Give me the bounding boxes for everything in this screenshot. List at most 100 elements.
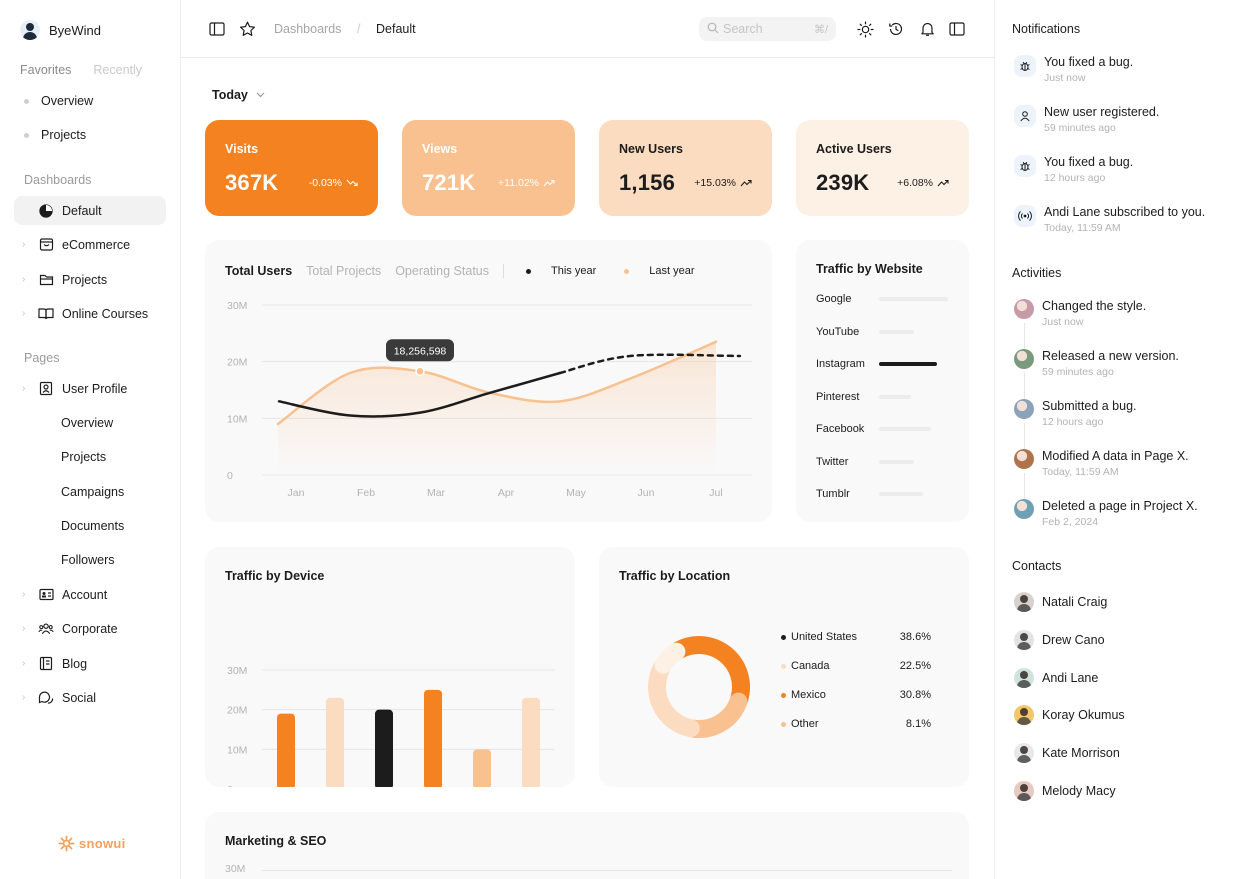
sidebar-item-social[interactable]: › Social <box>14 683 166 712</box>
timeline-line <box>1024 473 1025 501</box>
card-title: Traffic by Device <box>225 569 325 583</box>
location-row[interactable]: United States 38.6% <box>781 631 931 643</box>
website-row[interactable]: Tumblr <box>816 488 923 500</box>
tab-total-users[interactable]: Total Users <box>225 264 293 278</box>
history-icon[interactable] <box>887 20 905 38</box>
tab-total-projects[interactable]: Total Projects <box>306 264 382 278</box>
website-row[interactable]: Instagram <box>816 358 937 370</box>
sidebar-subitem-followers[interactable]: Followers <box>61 553 115 567</box>
chevron-right-icon: › <box>22 692 26 703</box>
device-bar-chart[interactable]: 010M20M30MLinuxMaciOSWindowsAndroidOther <box>205 547 575 787</box>
bar-mac[interactable] <box>326 697 344 787</box>
snowflake-icon <box>58 835 75 852</box>
contact-item[interactable]: Melody Macy <box>1014 781 1116 801</box>
slice-united-states[interactable] <box>669 636 750 708</box>
sidebar-item-label: Blog <box>62 656 88 671</box>
sidebar-toggle-icon[interactable] <box>208 20 226 38</box>
stat-card-active-users[interactable]: Active Users 239K +6.08% <box>796 120 969 216</box>
panel-toggle-icon[interactable] <box>948 20 966 38</box>
bar-linux[interactable] <box>277 713 295 787</box>
activities-title: Activities <box>1012 266 1062 280</box>
stat-card-visits[interactable]: Visits 367K -0.03% <box>205 120 378 216</box>
website-row[interactable]: Twitter <box>816 456 914 468</box>
bar-android[interactable] <box>473 749 491 787</box>
search-input[interactable] <box>723 22 813 36</box>
notification-item[interactable]: You fixed a bug. 12 hours ago <box>1014 155 1133 184</box>
activity-time: Feb 2, 2024 <box>1042 516 1099 528</box>
brand[interactable]: ByeWind <box>20 20 101 40</box>
search-box[interactable]: ⌘/ <box>699 17 836 41</box>
contact-item[interactable]: Drew Cano <box>1014 629 1105 650</box>
chart-tooltip <box>386 339 454 362</box>
location-donut-chart[interactable] <box>614 602 784 772</box>
chevron-right-icon: › <box>22 274 26 285</box>
activity-item[interactable]: Deleted a page in Project X. Feb 2, 2024 <box>1014 499 1198 528</box>
activity-item[interactable]: Modified A data in Page X. Today, 11:59 A… <box>1014 449 1189 478</box>
period-select[interactable]: Today <box>212 88 265 102</box>
sidebar-item-blog[interactable]: › Blog <box>14 649 166 678</box>
shopping-bag-icon <box>38 237 54 253</box>
notification-item[interactable]: New user registered. 59 minutes ago <box>1014 105 1159 134</box>
contact-item[interactable]: Andi Lane <box>1014 667 1098 688</box>
location-row[interactable]: Other 8.1% <box>781 718 931 730</box>
card-title: Marketing & SEO <box>225 834 327 848</box>
bar-other[interactable] <box>522 697 540 787</box>
location-row[interactable]: Mexico 30.8% <box>781 689 931 701</box>
website-row[interactable]: YouTube <box>816 326 914 338</box>
sidebar-item-user-profile[interactable]: › User Profile <box>14 374 166 403</box>
activity-item[interactable]: Released a new version. 59 minutes ago <box>1014 349 1179 378</box>
sidebar-item-default[interactable]: Default <box>14 196 166 225</box>
data-point[interactable] <box>415 366 425 377</box>
search-icon <box>707 22 719 37</box>
bar-windows[interactable] <box>424 689 442 787</box>
notification-item[interactable]: Andi Lane subscribed to you. Today, 11:59… <box>1014 205 1205 234</box>
chevron-right-icon: › <box>22 589 26 600</box>
website-row[interactable]: Pinterest <box>816 391 911 403</box>
activity-time: Today, 11:59 AM <box>1042 466 1119 478</box>
sun-icon[interactable] <box>856 20 874 38</box>
slice-mexico[interactable] <box>648 658 700 738</box>
website-name: Facebook <box>816 423 865 435</box>
sidebar-item-corporate[interactable]: › Corporate <box>14 614 166 643</box>
sidebar-subitem-overview[interactable]: Overview <box>61 416 114 430</box>
tab-recently[interactable]: Recently <box>93 63 143 77</box>
sidebar-subitem-projects[interactable]: Projects <box>61 450 107 464</box>
sidebar-item-ecommerce[interactable]: › eCommerce <box>14 230 166 259</box>
breadcrumb-dashboards[interactable]: Dashboards <box>274 22 342 36</box>
favorite-item-projects[interactable]: Projects <box>24 128 86 142</box>
stat-card-views[interactable]: Views 721K +11.02% <box>402 120 575 216</box>
sidebar-item-account[interactable]: › Account <box>14 580 166 609</box>
favorite-item-overview[interactable]: Overview <box>24 94 93 108</box>
website-bar <box>879 297 948 301</box>
sidebar-subitem-campaigns[interactable]: Campaigns <box>61 485 125 499</box>
bell-icon[interactable] <box>918 20 936 38</box>
stat-card-new-users[interactable]: New Users 1,156 +15.03% <box>599 120 772 216</box>
contact-item[interactable]: Kate Morrison <box>1014 743 1120 764</box>
users-line-chart[interactable]: 0 10M 20M 30M Jan Feb Mar Apr May Jun Jul 18,256,59… <box>205 240 772 522</box>
location-row[interactable]: Canada 22.5% <box>781 660 931 672</box>
sidebar-item-online-courses[interactable]: › Online Courses <box>14 299 166 328</box>
tab-favorites[interactable]: Favorites <box>20 63 72 77</box>
contact-name: Drew Cano <box>1042 632 1105 647</box>
x-tick-label: Jun <box>638 487 655 499</box>
sidebar-subitem-documents[interactable]: Documents <box>61 519 125 533</box>
broadcast-icon <box>1014 205 1036 227</box>
star-icon[interactable] <box>238 20 256 38</box>
bar-ios[interactable] <box>375 709 393 787</box>
sidebar-item-projects[interactable]: › Projects <box>14 265 166 294</box>
activity-item[interactable]: Submitted a bug. 12 hours ago <box>1014 399 1137 428</box>
contact-item[interactable]: Koray Okumus <box>1014 705 1125 726</box>
activity-item[interactable]: Changed the style. Just now <box>1014 299 1146 328</box>
tab-operating-status[interactable]: Operating Status <box>395 264 489 278</box>
slice-canada[interactable] <box>684 692 748 738</box>
contact-name: Kate Morrison <box>1042 746 1120 761</box>
notification-item[interactable]: You fixed a bug. Just now <box>1014 55 1133 84</box>
book-open-icon <box>38 306 54 322</box>
stat-title: Views <box>422 142 458 156</box>
favorites-tabs: Favorites Recently <box>20 63 142 77</box>
website-row[interactable]: Google <box>816 293 948 305</box>
contact-item[interactable]: Natali Craig <box>1014 592 1107 612</box>
card-title: Traffic by Location <box>619 569 731 583</box>
website-row[interactable]: Facebook <box>816 423 931 435</box>
slice-other[interactable] <box>654 642 686 674</box>
